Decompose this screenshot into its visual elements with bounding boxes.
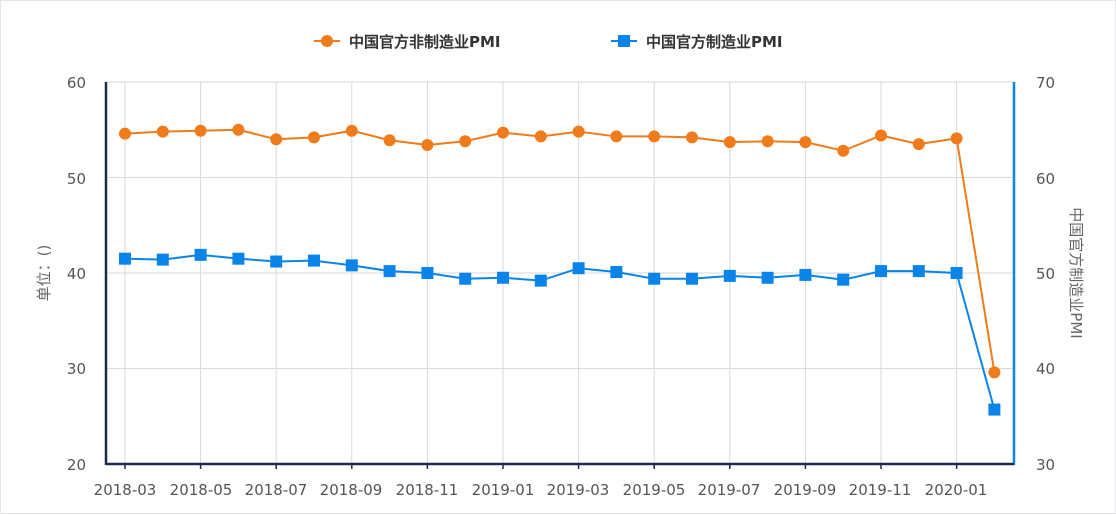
data-point-circle[interactable] [345,124,358,137]
x-tick: 2018-11 [396,481,459,499]
data-point-circle[interactable] [761,135,774,148]
data-point-circle[interactable] [308,131,320,144]
data-point-circle[interactable] [421,139,434,152]
data-point-square[interactable] [119,252,131,265]
x-tick: 2019-07 [698,481,761,499]
x-tick: 2019-05 [623,481,686,499]
left-y-tick: 60 [67,74,86,92]
data-point-square[interactable] [875,265,887,278]
data-point-circle[interactable] [610,130,623,143]
right-y-tick: 60 [1036,170,1055,188]
data-point-circle[interactable] [534,130,547,143]
data-point-square[interactable] [345,259,358,272]
data-point-circle[interactable] [383,134,396,147]
x-tick: 2018-07 [245,481,308,499]
data-point-square[interactable] [761,271,774,284]
data-point-circle[interactable] [875,129,887,142]
data-point-circle[interactable] [497,126,509,139]
data-point-square[interactable] [572,262,585,275]
data-point-circle[interactable] [572,125,585,138]
legend-circle-marker [321,35,333,47]
legend-label: 中国官方非制造业PMI [349,33,501,51]
data-point-square[interactable] [383,265,396,278]
data-point-circle[interactable] [686,131,698,144]
x-tick: 2019-01 [472,481,535,499]
data-point-square[interactable] [421,267,434,279]
data-point-square[interactable] [270,255,283,268]
data-point-square[interactable] [232,252,245,265]
data-point-circle[interactable] [950,132,963,145]
legend-item-manufacturing[interactable]: 中国官方制造业PMI [611,33,783,51]
data-point-square[interactable] [610,266,623,279]
data-point-square[interactable] [156,253,169,266]
right-y-tick: 40 [1036,360,1055,378]
data-point-square[interactable] [686,272,698,285]
data-point-square[interactable] [950,267,963,279]
legend-item-non-manufacturing[interactable]: 中国官方非制造业PMI [314,33,501,51]
left-y-tick: 20 [67,456,86,474]
right-y-tick: 50 [1036,265,1055,283]
data-point-square[interactable] [648,272,661,285]
data-point-square[interactable] [308,254,320,267]
axes [104,82,1016,469]
left-y-axis-title: 单位：() [35,245,53,302]
right-y-axis-title: 中国官方制造业PMI [1067,207,1085,338]
data-point-circle[interactable] [723,136,736,149]
data-point-circle[interactable] [648,130,661,143]
data-point-circle[interactable] [232,123,245,136]
x-tick: 2018-03 [94,481,157,499]
x-tick: 2018-09 [320,481,383,499]
legend: 中国官方非制造业PMI 中国官方制造业PMI [314,33,783,51]
left-y-axis-ticks: 60 50 40 30 20 [67,74,86,474]
data-point-square[interactable] [459,272,472,285]
x-tick: 2019-09 [774,481,837,499]
x-axis-ticks: 2018-03 2018-05 2018-07 2018-09 2018-11 … [94,481,988,499]
right-y-tick: 30 [1036,456,1055,474]
x-tick: 2020-01 [925,481,988,499]
data-point-circle[interactable] [837,144,850,157]
data-point-square[interactable] [534,274,547,287]
right-y-axis-ticks: 70 60 50 40 30 [1036,74,1055,474]
x-tick: 2019-03 [547,481,610,499]
legend-label: 中国官方制造业PMI [646,33,783,51]
data-point-square[interactable] [988,403,1001,416]
data-point-square[interactable] [912,265,925,278]
left-y-tick: 40 [67,265,86,283]
data-point-square[interactable] [723,269,736,282]
left-y-tick: 30 [67,360,86,378]
left-y-tick: 50 [67,170,86,188]
data-point-circle[interactable] [270,133,283,146]
x-tick: 2018-05 [170,481,233,499]
data-point-square[interactable] [837,273,850,286]
data-point-circle[interactable] [156,125,169,138]
data-point-square[interactable] [799,268,812,281]
series-line [124,128,996,373]
data-point-circle[interactable] [119,127,131,140]
data-point-circle[interactable] [194,124,207,137]
x-tick: 2019-11 [849,481,912,499]
series-layer [119,123,1001,416]
data-point-circle[interactable] [912,138,925,151]
data-point-square[interactable] [497,271,509,284]
data-point-circle[interactable] [799,136,812,149]
series-line [124,253,996,410]
data-point-circle[interactable] [459,135,472,148]
right-y-tick: 70 [1036,74,1055,92]
data-point-square[interactable] [194,248,207,261]
legend-square-marker [618,35,630,47]
data-point-circle[interactable] [988,366,1001,379]
